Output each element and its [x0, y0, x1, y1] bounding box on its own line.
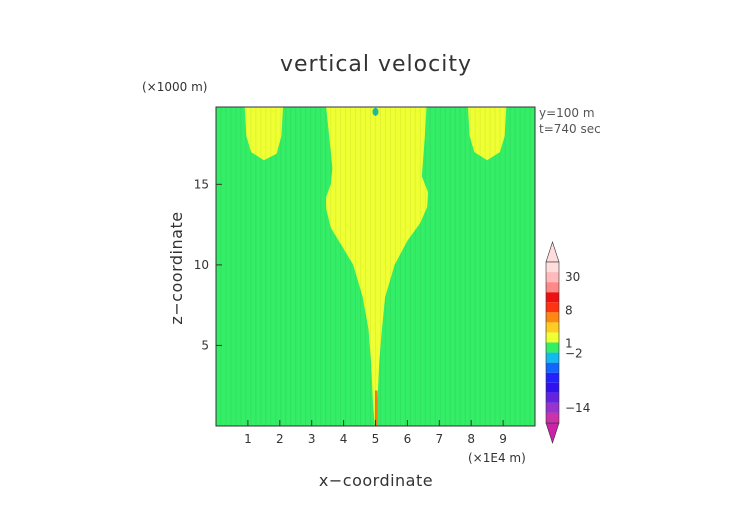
colorbar-min-arrow	[545, 422, 560, 444]
colorbar-segment	[546, 372, 559, 383]
x-unit-label: (×1E4 m)	[468, 451, 526, 465]
colorbar-segment	[546, 412, 559, 423]
x-tick-label: 3	[308, 432, 316, 446]
y-axis-label: z−coordinate	[167, 211, 186, 324]
colorbar-segment	[546, 322, 559, 333]
y-tick-label: 5	[201, 338, 209, 352]
colorbar-label: 8	[565, 303, 573, 317]
colorbar-segment	[546, 402, 559, 413]
colorbar-label: −2	[565, 347, 583, 361]
annotation-t: t=740 sec	[539, 122, 601, 136]
colorbar-segment	[546, 272, 559, 283]
colorbar-segment	[546, 382, 559, 393]
plot-area	[215, 106, 536, 427]
central-plume-region	[326, 107, 429, 426]
colorbar-segment	[546, 262, 559, 273]
colorbar-segment	[546, 342, 559, 353]
colorbar-segment	[546, 392, 559, 403]
colorbar-label: −14	[565, 401, 590, 415]
y-tick-label: 10	[194, 258, 209, 272]
x-tick-label: 5	[372, 432, 380, 446]
colorbar-label: 30	[565, 270, 580, 284]
chart-title: vertical velocity	[280, 52, 472, 77]
colorbar-segment	[546, 302, 559, 313]
x-tick-label: 1	[244, 432, 252, 446]
y-unit-label: (×1000 m)	[142, 80, 207, 94]
x-tick-label: 9	[499, 432, 507, 446]
colorbar-segment	[546, 362, 559, 373]
x-tick-label: 8	[467, 432, 475, 446]
colorbar-label: 1	[565, 337, 573, 351]
upper-right-lobe-region	[468, 107, 507, 161]
colorbar: 30 8 1−2 −14	[545, 241, 590, 444]
colorbar-segment	[546, 352, 559, 363]
x-tick-label: 2	[276, 432, 284, 446]
colorbar-frame	[545, 261, 560, 424]
annotation-y: y=100 m	[539, 106, 595, 120]
colorbar-segment	[546, 312, 559, 323]
colorbar-segment	[546, 332, 559, 343]
colorbar-segment	[546, 292, 559, 303]
x-tick-label: 7	[435, 432, 443, 446]
y-tick-label: 15	[194, 177, 209, 191]
colorbar-max-arrow	[545, 241, 560, 263]
colorbar-segment	[546, 282, 559, 293]
x-axis-label: x−coordinate	[319, 471, 433, 490]
plume-core-mark	[375, 390, 378, 426]
upper-left-lobe-region	[244, 107, 283, 161]
top-downdraft-mark	[372, 107, 379, 116]
x-tick-label: 4	[340, 432, 348, 446]
x-tick-label: 6	[404, 432, 412, 446]
